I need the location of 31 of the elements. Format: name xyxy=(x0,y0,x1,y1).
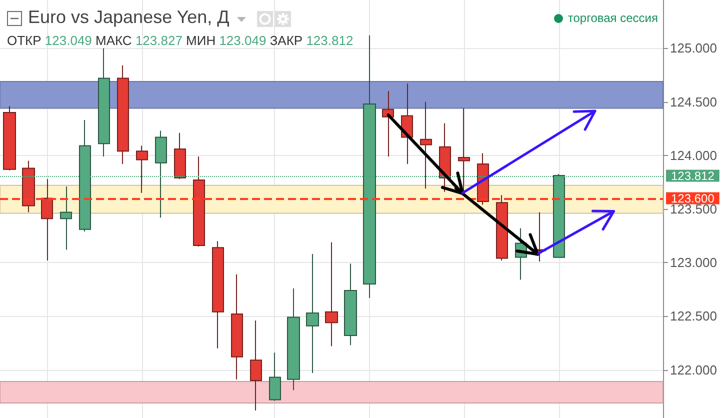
candlestick xyxy=(41,178,53,261)
candlestick xyxy=(174,132,186,180)
candlestick xyxy=(382,90,394,157)
text: ОТКР 123.049 МАКС 123.827 МИН 123.049 ЗАКР 123.812 xyxy=(7,33,354,48)
candlestick xyxy=(344,263,357,346)
candlestick xyxy=(458,108,470,194)
candlestick xyxy=(60,186,72,250)
y-tick-label: 122.500 xyxy=(670,308,717,324)
candlestick xyxy=(250,320,262,411)
y-tick-label: 123.000 xyxy=(670,255,717,270)
candlestick xyxy=(193,156,205,248)
candlestick xyxy=(306,254,319,374)
candlestick xyxy=(231,274,243,380)
y-tick-label: 122.000 xyxy=(670,362,717,378)
candlestick xyxy=(22,160,35,213)
candlestick xyxy=(287,288,300,391)
candlestick xyxy=(496,194,508,261)
candlestick xyxy=(420,101,432,190)
ref-line-label: 123.812 xyxy=(671,168,715,183)
y-tick-label: 124.500 xyxy=(670,94,717,110)
chart-title: Euro vs Japanese Yen, Д xyxy=(28,7,230,27)
y-tick-label: 124.000 xyxy=(670,148,717,163)
candlestick xyxy=(117,64,129,164)
candlestick xyxy=(269,352,281,402)
annotation: торговая сессия xyxy=(568,11,658,25)
candlestick xyxy=(325,242,338,347)
candlestick xyxy=(98,48,110,157)
y-tick-label: 125.000 xyxy=(670,40,717,56)
candlestick xyxy=(136,145,148,194)
candlestick xyxy=(212,240,224,349)
candlestick xyxy=(3,106,16,171)
